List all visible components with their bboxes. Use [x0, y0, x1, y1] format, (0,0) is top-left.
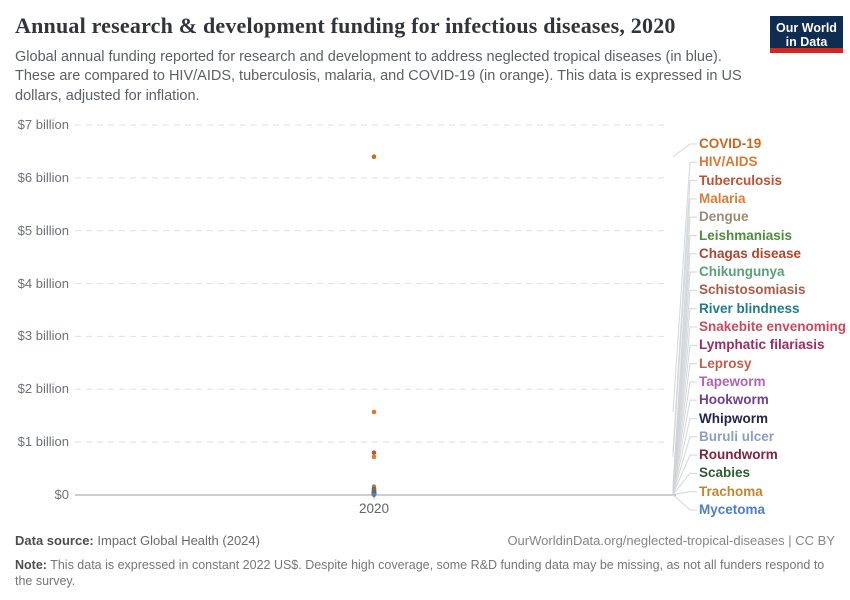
data-point-hiv-aids: [371, 409, 377, 415]
y-axis-tick-label-7: $7 billion: [17, 117, 69, 132]
legend-connector-malaria: [672, 198, 697, 457]
legend-item-roundworm[interactable]: Roundworm: [699, 447, 778, 463]
legend-connector-river-blindness: [672, 308, 697, 492]
y-axis-tick-label-1: $1 billion: [17, 434, 69, 450]
data-source-value: Impact Global Health (2024): [97, 533, 260, 548]
legend-connector-leprosy: [672, 363, 697, 493]
legend-item-hookworm[interactable]: Hookworm: [699, 392, 769, 408]
owid-url-link[interactable]: OurWorldinData.org/neglected-tropical-di…: [507, 533, 835, 548]
chart-footer: Data source: Impact Global Health (2024)…: [15, 533, 835, 589]
legend-item-chikungunya[interactable]: Chikungunya: [699, 264, 785, 280]
data-point-malaria: [371, 454, 377, 460]
legend-connector-lymphatic-filariasis: [672, 344, 697, 493]
legend-item-mycetoma[interactable]: Mycetoma: [699, 502, 766, 517]
legend-item-leprosy[interactable]: Leprosy: [699, 355, 752, 371]
owid-logo-stripe: [770, 48, 843, 53]
chart-note: Note: This data is expressed in constant…: [15, 557, 829, 589]
legend-connector-hookworm: [672, 399, 697, 494]
y-axis-tick-label-4: $4 billion: [17, 275, 69, 291]
legend-item-buruli-ulcer[interactable]: Buruli ulcer: [699, 428, 775, 444]
legend-connector-covid-19: [672, 143, 697, 158]
legend-item-snakebite-envenoming[interactable]: Snakebite envenoming: [699, 319, 847, 334]
legend-item-tuberculosis[interactable]: Tuberculosis: [699, 172, 783, 188]
page-title: Annual research & development funding fo…: [15, 13, 676, 38]
legend-item-river-blindness[interactable]: River blindness: [699, 300, 800, 316]
legend-connector-scabies: [672, 472, 697, 495]
legend-connector-whipworm: [672, 417, 697, 494]
legend-connector-roundworm: [672, 454, 697, 495]
legend-item-hiv-aids[interactable]: HIV/AIDS: [699, 154, 758, 170]
y-axis-tick-label-6: $6 billion: [17, 169, 69, 185]
y-axis-tick-label-2: $2 billion: [17, 381, 69, 397]
legend-connector-tuberculosis: [672, 180, 697, 453]
legend-item-tapeworm[interactable]: Tapeworm: [699, 373, 766, 389]
note-text: This data is expressed in constant 2022 …: [15, 558, 825, 588]
legend-connector-mycetoma: [672, 494, 697, 511]
legend-item-leishmaniasis[interactable]: Leishmaniasis: [699, 227, 793, 243]
owid-logo-line1: Our World: [776, 20, 837, 35]
data-source-label: Data source:: [15, 533, 94, 548]
legend-connector-trachoma: [672, 491, 697, 496]
legend-item-chagas-disease[interactable]: Chagas disease: [699, 245, 802, 261]
legend-connector-snakebite-envenoming: [672, 326, 697, 493]
data-point-covid-19: [371, 154, 377, 159]
owid-logo: Our World in Data: [770, 16, 843, 53]
legend-item-trachoma[interactable]: Trachoma: [699, 483, 763, 499]
y-axis-tick-label-3: $3 billion: [17, 328, 69, 344]
note-label: Note:: [15, 558, 47, 572]
legend-item-dengue[interactable]: Dengue: [699, 209, 749, 225]
data-point-mycetoma: [371, 492, 377, 498]
legend-item-lymphatic-filariasis[interactable]: Lymphatic filariasis: [699, 337, 825, 353]
legend-item-schistosomiasis[interactable]: Schistosomiasis: [699, 282, 806, 298]
legend-item-malaria[interactable]: Malaria: [699, 190, 746, 206]
data-source: Data source: Impact Global Health (2024): [15, 533, 260, 548]
legend-connector-buruli-ulcer: [672, 436, 697, 495]
legend-item-whipworm[interactable]: Whipworm: [699, 410, 768, 426]
data-point-tuberculosis: [371, 450, 377, 456]
legend-connector-tapeworm: [672, 381, 697, 494]
legend-item-covid-19[interactable]: COVID-19: [699, 136, 762, 151]
x-axis-tick-2020: 2020: [358, 501, 390, 516]
y-axis-tick-label-5: $5 billion: [17, 222, 69, 238]
legend-connector-hiv-aids: [672, 161, 697, 413]
legend-item-scabies[interactable]: Scabies: [699, 465, 751, 481]
chart-subtitle: Global annual funding reported for resea…: [15, 49, 742, 104]
legend-connector-schistosomiasis: [672, 289, 697, 492]
y-axis-tick-label-0: $0: [54, 487, 69, 502]
owid-logo-line2: in Data: [785, 34, 828, 49]
